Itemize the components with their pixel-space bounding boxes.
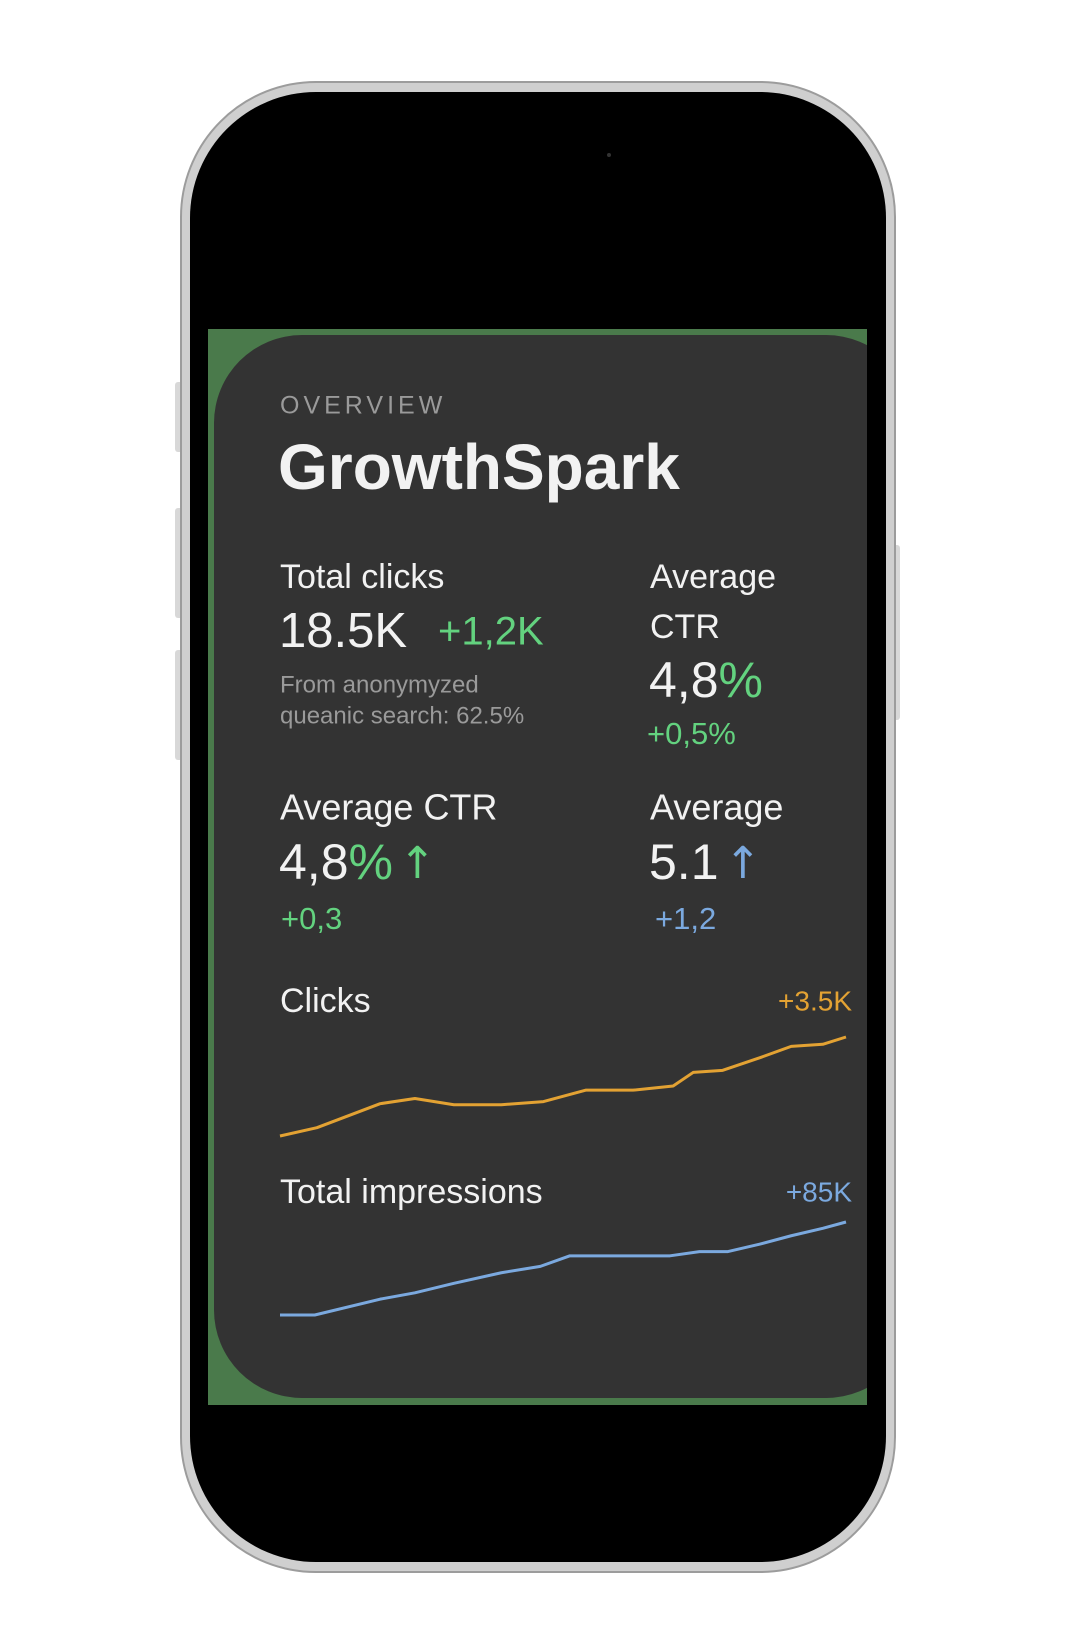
- metric-unit: %: [719, 652, 763, 708]
- chart-title: Clicks: [280, 982, 371, 1020]
- metric-label: Average: [650, 787, 783, 828]
- trend-arrow: ↑: [725, 838, 762, 889]
- metric-change: +1,2: [655, 901, 716, 936]
- chart-change: +3.5K: [778, 985, 852, 1016]
- metric-label: Average CTR: [280, 787, 497, 828]
- metric-note: queanic search: 62.5%: [280, 702, 524, 729]
- metric-value: 5.1: [649, 834, 719, 890]
- metric-label: Total clicks: [280, 558, 444, 596]
- widget-content: OVERVIEW GrowthSpark Total clicks 18.5K …: [278, 392, 783, 937]
- eyebrow: OVERVIEW: [280, 392, 446, 420]
- metric-value-group: 5.1 ↑: [649, 834, 761, 890]
- metric-label: Average: [650, 558, 776, 596]
- app-title: GrowthSpark: [278, 431, 680, 503]
- metric-change: +0,5%: [647, 716, 736, 751]
- metric-label: CTR: [650, 608, 720, 646]
- sparkline: [279, 1035, 847, 1138]
- widget-card: [214, 335, 867, 1398]
- metric-value-group: 4,8%: [649, 652, 763, 708]
- metric-value: 4,8: [649, 652, 719, 708]
- chart-change: +85K: [786, 1176, 852, 1207]
- camera: [607, 153, 611, 157]
- trend-arrow: ↑: [399, 838, 436, 889]
- metric-value: 4,8: [279, 834, 349, 890]
- metric-value-group: 4,8% ↑: [279, 834, 436, 890]
- metric-value: 18.5K: [279, 604, 407, 658]
- metric-note: From anonymyzed: [280, 671, 479, 698]
- metric-change: +0,3: [281, 901, 342, 936]
- metric-unit: %: [349, 834, 393, 890]
- sparkline: [280, 1220, 847, 1317]
- chart-title: Total impressions: [280, 1173, 543, 1211]
- widget: [214, 335, 867, 1398]
- metric-change: +1,2K: [438, 610, 544, 654]
